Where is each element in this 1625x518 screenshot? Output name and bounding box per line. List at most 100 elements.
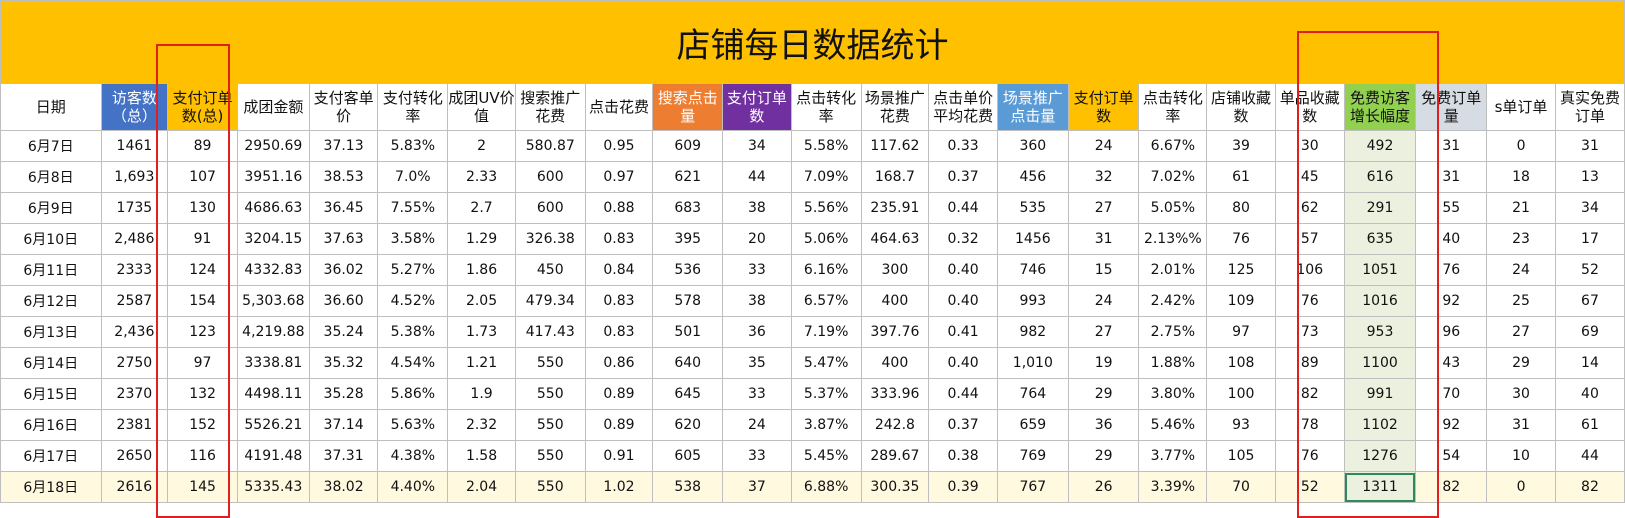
header-cell[interactable]: 支付客单价 [308, 83, 379, 131]
data-cell[interactable]: 33 [722, 254, 792, 286]
data-cell[interactable]: 464.63 [860, 223, 930, 255]
data-cell[interactable]: 35.28 [308, 378, 379, 410]
data-cell[interactable]: 492 [1343, 130, 1417, 162]
data-cell[interactable]: 89 [167, 130, 238, 162]
data-cell[interactable]: 37.31 [308, 440, 379, 472]
data-cell[interactable]: 4,219.88 [236, 316, 310, 348]
data-cell[interactable]: 5.46% [1138, 409, 1208, 441]
data-cell[interactable]: 0.41 [928, 316, 998, 348]
data-cell[interactable]: 40 [1554, 378, 1625, 410]
header-cell[interactable]: 场景推广花费 [860, 83, 930, 131]
data-cell[interactable]: 145 [167, 471, 238, 503]
data-cell[interactable]: 30 [1486, 378, 1556, 410]
data-cell[interactable]: 35.32 [308, 347, 379, 379]
data-cell[interactable]: 4191.48 [236, 440, 310, 472]
data-cell[interactable]: 397.76 [860, 316, 930, 348]
data-cell[interactable]: 36.45 [308, 192, 379, 224]
data-cell[interactable]: 769 [996, 440, 1069, 472]
data-cell[interactable]: 35 [722, 347, 792, 379]
data-cell[interactable]: 33 [722, 378, 792, 410]
data-cell[interactable]: 24 [1067, 285, 1140, 317]
data-cell[interactable]: 400 [860, 285, 930, 317]
date-cell[interactable]: 6月13日 [0, 316, 102, 348]
data-cell[interactable]: 76 [1415, 254, 1488, 286]
data-cell[interactable]: 0.95 [584, 130, 654, 162]
header-cell[interactable]: 日期 [0, 83, 102, 131]
header-cell[interactable]: 场景推广点击量 [996, 83, 1069, 131]
data-cell[interactable]: 1276 [1343, 440, 1417, 472]
data-cell[interactable]: 34 [722, 130, 792, 162]
data-cell[interactable]: 27 [1067, 192, 1140, 224]
data-cell[interactable]: 32 [1067, 161, 1140, 193]
data-cell[interactable]: 2.05 [447, 285, 516, 317]
data-cell[interactable]: 30 [1274, 130, 1345, 162]
data-cell[interactable]: 5.47% [790, 347, 862, 379]
data-cell[interactable]: 0 [1486, 471, 1556, 503]
data-cell[interactable]: 124 [167, 254, 238, 286]
data-cell[interactable]: 578 [652, 285, 724, 317]
data-cell[interactable]: 0.89 [584, 378, 654, 410]
data-cell[interactable]: 14 [1554, 347, 1625, 379]
header-cell[interactable]: 访客数（总） [100, 83, 169, 131]
data-cell[interactable]: 0.86 [584, 347, 654, 379]
data-cell[interactable]: 767 [996, 471, 1069, 503]
data-cell[interactable]: 29 [1067, 440, 1140, 472]
date-cell[interactable]: 6月16日 [0, 409, 102, 441]
data-cell[interactable]: 1,693 [100, 161, 169, 193]
data-cell[interactable]: 35.24 [308, 316, 379, 348]
data-cell[interactable]: 3951.16 [236, 161, 310, 193]
data-cell[interactable]: 2587 [100, 285, 169, 317]
data-cell[interactable]: 2 [447, 130, 516, 162]
data-cell[interactable]: 0.83 [584, 316, 654, 348]
data-cell[interactable]: 52 [1554, 254, 1625, 286]
data-cell[interactable]: 2.13%% [1138, 223, 1208, 255]
data-cell[interactable]: 0.83 [584, 223, 654, 255]
data-cell[interactable]: 535 [996, 192, 1069, 224]
data-cell[interactable]: 55 [1415, 192, 1488, 224]
data-cell[interactable]: 24 [1486, 254, 1556, 286]
data-cell[interactable]: 4332.83 [236, 254, 310, 286]
data-cell[interactable]: 17 [1554, 223, 1625, 255]
data-cell[interactable]: 62 [1274, 192, 1345, 224]
data-cell[interactable]: 67 [1554, 285, 1625, 317]
data-cell[interactable]: 76 [1274, 285, 1345, 317]
data-cell[interactable]: 0.40 [928, 347, 998, 379]
data-cell[interactable]: 5.86% [377, 378, 449, 410]
header-cell[interactable]: 免费访客增长幅度 [1343, 83, 1417, 131]
data-cell[interactable]: 36 [722, 316, 792, 348]
data-cell[interactable]: 1456 [996, 223, 1069, 255]
data-cell[interactable]: 0.44 [928, 378, 998, 410]
data-cell[interactable]: 3204.15 [236, 223, 310, 255]
data-cell[interactable]: 1.58 [447, 440, 516, 472]
data-cell[interactable]: 1.29 [447, 223, 516, 255]
data-cell[interactable]: 106 [1274, 254, 1345, 286]
data-cell[interactable]: 450 [514, 254, 586, 286]
data-cell[interactable]: 21 [1486, 192, 1556, 224]
data-cell[interactable]: 993 [996, 285, 1069, 317]
header-cell[interactable]: 点击单价平均花费 [928, 83, 998, 131]
data-cell[interactable]: 29 [1067, 378, 1140, 410]
data-cell[interactable]: 538 [652, 471, 724, 503]
data-cell[interactable]: 5.58% [790, 130, 862, 162]
data-cell[interactable]: 1461 [100, 130, 169, 162]
data-cell[interactable]: 76 [1206, 223, 1276, 255]
header-cell[interactable]: 免费订单量 [1415, 83, 1488, 131]
header-cell[interactable]: 支付订单数 [722, 83, 792, 131]
data-cell[interactable]: 600 [514, 192, 586, 224]
data-cell[interactable]: 2.33 [447, 161, 516, 193]
data-cell[interactable]: 20 [722, 223, 792, 255]
data-cell[interactable]: 645 [652, 378, 724, 410]
data-cell[interactable]: 19 [1067, 347, 1140, 379]
data-cell[interactable]: 1.73 [447, 316, 516, 348]
data-cell[interactable]: 4.38% [377, 440, 449, 472]
header-cell[interactable]: 点击转化率 [1138, 83, 1208, 131]
data-cell[interactable]: 3.87% [790, 409, 862, 441]
data-cell[interactable]: 0.91 [584, 440, 654, 472]
data-cell[interactable]: 621 [652, 161, 724, 193]
data-cell[interactable]: 6.57% [790, 285, 862, 317]
data-cell[interactable]: 24 [722, 409, 792, 441]
data-cell[interactable]: 54 [1415, 440, 1488, 472]
data-cell[interactable]: 0.37 [928, 409, 998, 441]
data-cell[interactable]: 2,486 [100, 223, 169, 255]
date-cell[interactable]: 6月12日 [0, 285, 102, 317]
